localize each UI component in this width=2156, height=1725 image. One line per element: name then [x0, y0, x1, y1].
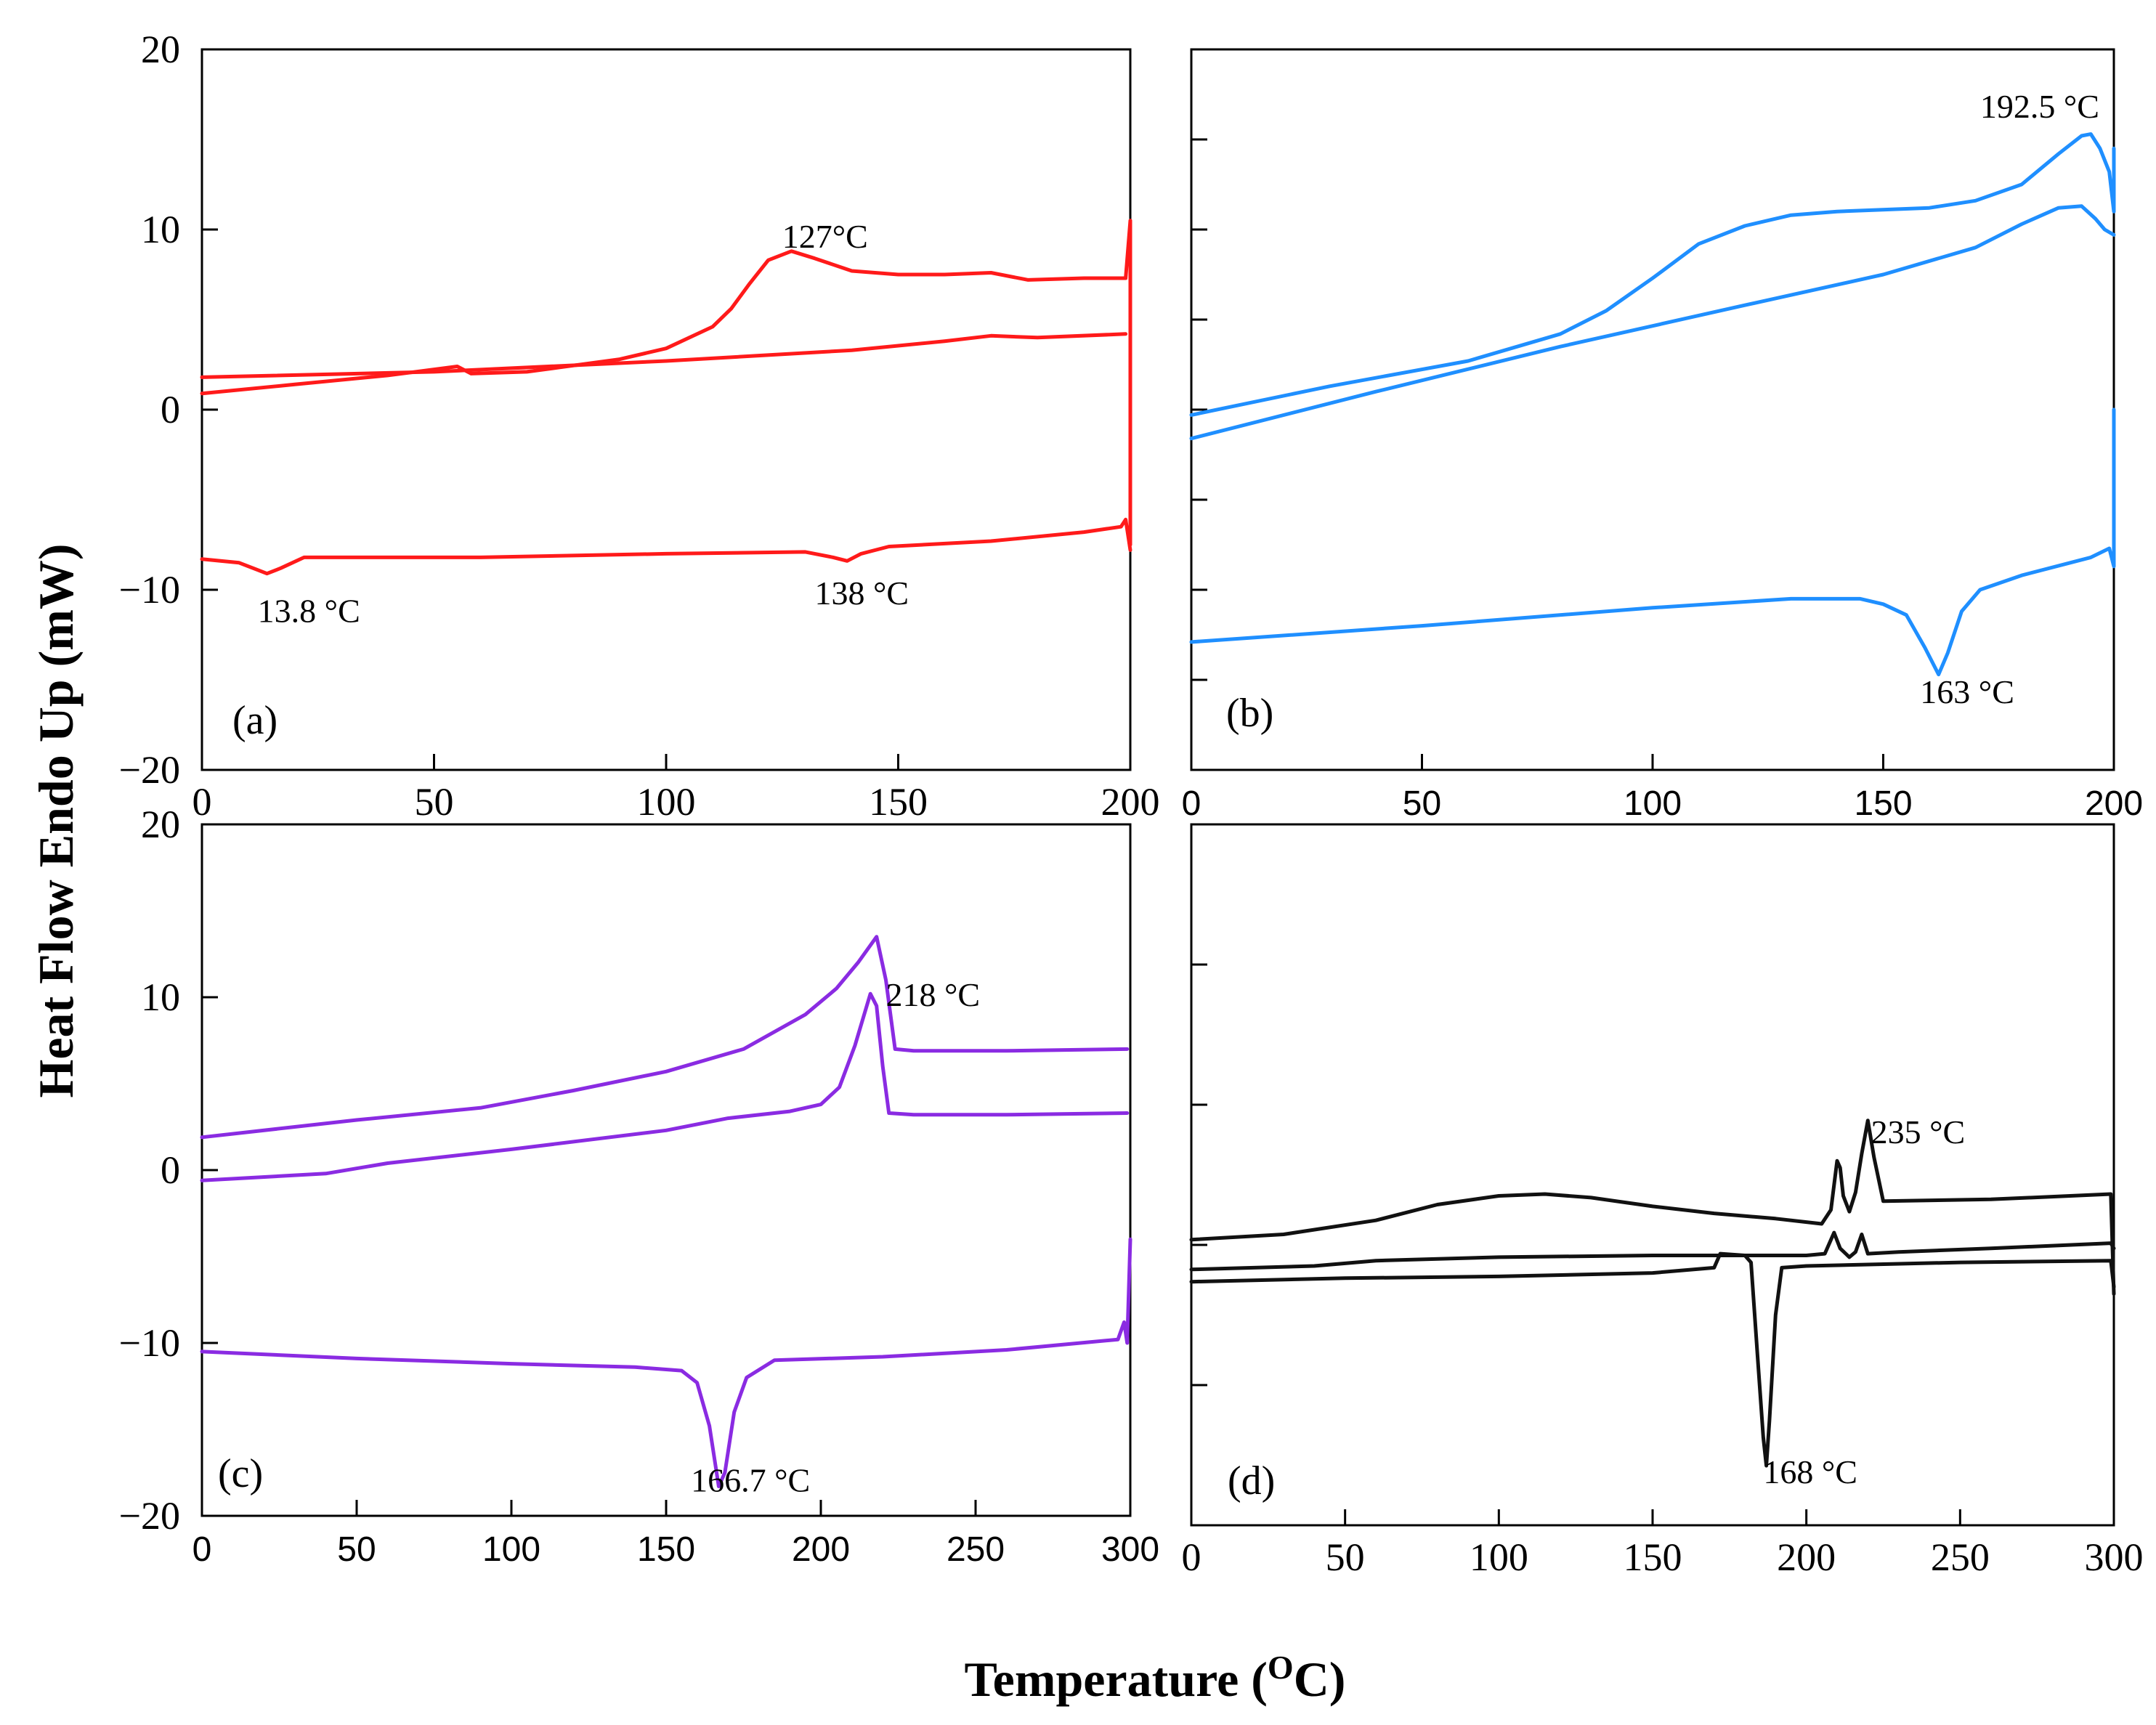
- y-tick-label: 10: [141, 208, 180, 251]
- panel-b: 0 50 100 150 200 192.5 °C 163 °C (b): [1182, 48, 2143, 823]
- panel-label: (d): [1228, 1458, 1275, 1503]
- series-a-heating-2: [200, 332, 1128, 379]
- peak-annotation: 13.8 °C: [258, 593, 360, 630]
- x-tick-label: 200: [2085, 784, 2143, 823]
- y-tick-label: 10: [141, 975, 180, 1019]
- x-tick-label: 100: [1624, 784, 1682, 823]
- series-c-heating-2: [200, 991, 1130, 1182]
- series-a-heating-1: [200, 219, 1132, 547]
- panel-d: 0 50 100 150 200 250 300 235 °C 168 °C (d): [1182, 823, 2144, 1579]
- x-axis-title-end: C): [1294, 1652, 1346, 1707]
- x-tick-label: 300: [1101, 1530, 1159, 1569]
- panel-d-frame: [1190, 823, 2115, 1527]
- x-tick-label: 100: [1470, 1535, 1528, 1579]
- series-d-heating-2: [1189, 1230, 2116, 1272]
- panel-b-frame: [1190, 48, 2115, 771]
- x-tick-label: 150: [1624, 1535, 1682, 1579]
- x-tick-label: 0: [1182, 1535, 1201, 1579]
- peak-annotation: 166.7 °C: [691, 1462, 810, 1499]
- x-tick-label: 200: [792, 1530, 850, 1569]
- y-axis-title: Heat Flow Endo Up (mW): [28, 543, 84, 1097]
- x-tick-label: 50: [337, 1530, 376, 1569]
- series-d-cooling: [1189, 1251, 2116, 1468]
- peak-annotation: 127°C: [782, 218, 868, 255]
- panel-label: (a): [232, 698, 277, 743]
- peak-annotation: 168 °C: [1763, 1453, 1857, 1490]
- y-tick-label: −20: [119, 1494, 180, 1538]
- series-c-heating-1: [200, 935, 1130, 1140]
- x-tick-label: 0: [1182, 784, 1201, 823]
- panel-a: 0 50 100 150 200 −20 −10 0 10 20 127°C 13.8 °C 138 °…: [119, 28, 1160, 824]
- x-tick-label: 250: [1931, 1535, 1990, 1579]
- panel-label: (c): [218, 1451, 263, 1496]
- series-c-cooling: [200, 1237, 1132, 1488]
- y-tick-label: −10: [119, 1321, 180, 1365]
- peak-annotation: 192.5 °C: [1980, 88, 2099, 125]
- y-tick-label: 0: [161, 1148, 180, 1192]
- x-tick-label: 200: [1777, 1535, 1836, 1579]
- series-a-cooling: [200, 517, 1132, 576]
- series-b-cooling: [1189, 407, 2116, 677]
- x-tick-label: 150: [1854, 784, 1912, 823]
- x-axis-title-main: Temperature (: [965, 1652, 1268, 1707]
- y-tick-label: −20: [119, 748, 180, 792]
- x-tick-label: 0: [192, 780, 212, 824]
- x-tick-label: 50: [1326, 1535, 1365, 1579]
- x-tick-label: 100: [482, 1530, 540, 1569]
- x-tick-label: 50: [1403, 784, 1441, 823]
- peak-annotation: 218 °C: [885, 976, 980, 1013]
- y-tick-label: 20: [141, 803, 180, 846]
- peak-annotation: 235 °C: [1871, 1113, 1966, 1150]
- peak-annotation: 163 °C: [1920, 673, 2014, 710]
- x-tick-label: 100: [637, 780, 696, 824]
- peak-annotation: 138 °C: [814, 575, 909, 612]
- x-tick-label: 50: [415, 780, 454, 824]
- x-tick-label: 150: [637, 1530, 695, 1569]
- series-b-heating-2: [1189, 204, 2116, 441]
- series-b-heating-1: [1189, 132, 2116, 417]
- x-tick-label: 250: [947, 1530, 1005, 1569]
- x-axis-title: Temperature (OC): [965, 1649, 1346, 1707]
- y-tick-label: 0: [161, 388, 180, 431]
- panel-label: (b): [1226, 691, 1273, 736]
- x-tick-label: 300: [2085, 1535, 2144, 1579]
- series-d-heating-1: [1189, 1119, 2116, 1296]
- x-tick-label: 0: [192, 1530, 212, 1569]
- x-tick-label: 200: [1101, 780, 1160, 824]
- y-tick-label: 20: [141, 28, 180, 71]
- panel-c: 0 50 100 150 200 250 300 −20 −10 0 10 20 218 °C 166.7…: [119, 803, 1160, 1569]
- panel-a-frame: [200, 48, 1132, 771]
- y-tick-label: −10: [119, 568, 180, 612]
- x-axis-title-degree: O: [1268, 1649, 1294, 1686]
- x-tick-label: 150: [869, 780, 928, 824]
